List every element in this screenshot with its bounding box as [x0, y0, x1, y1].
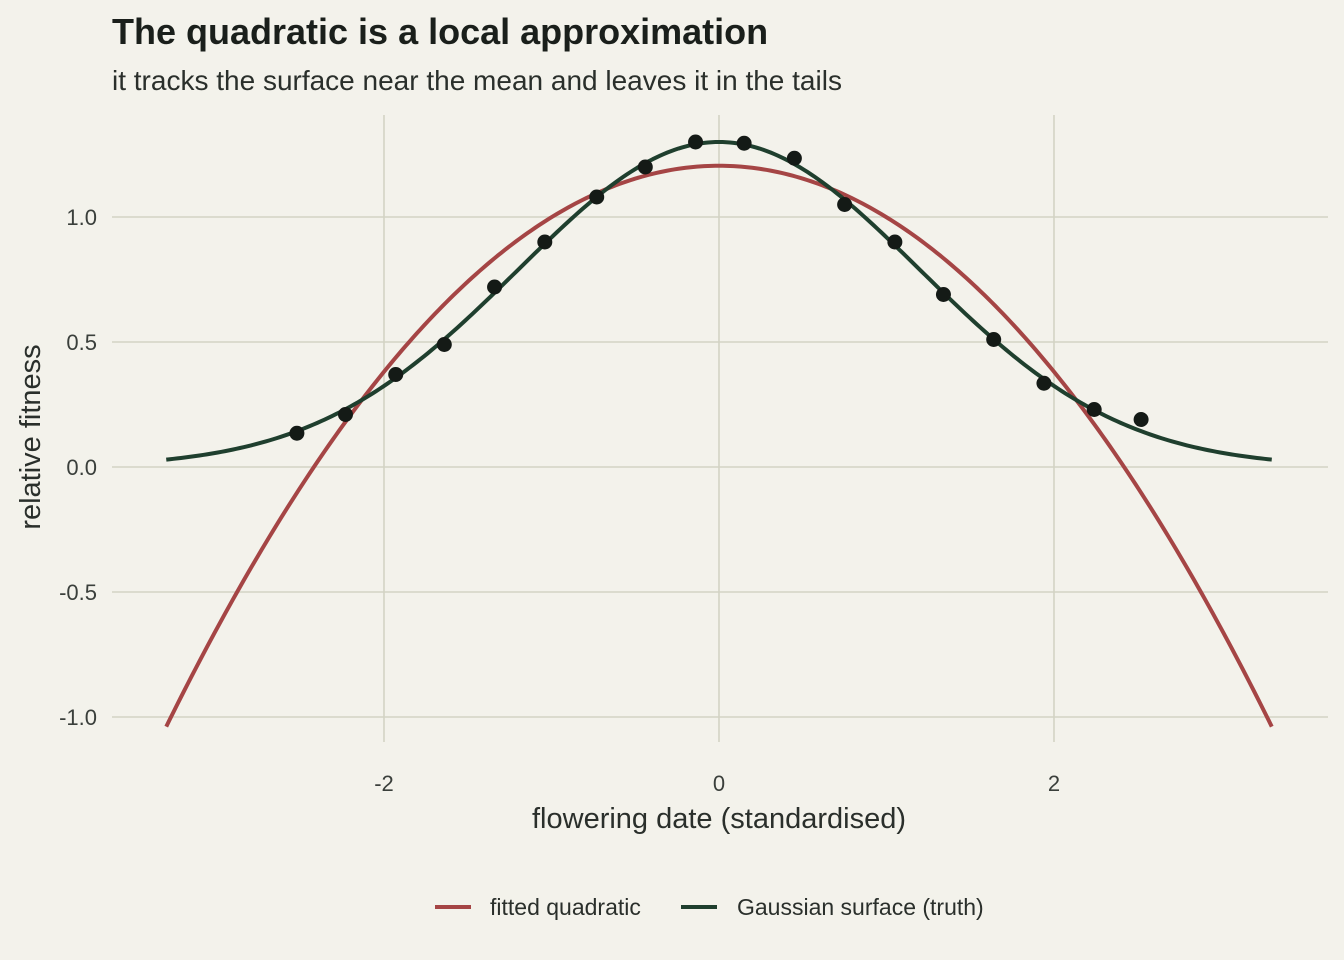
data-point — [637, 159, 653, 175]
data-point — [736, 135, 752, 151]
data-point — [337, 407, 353, 422]
data-point — [887, 234, 903, 250]
tick-labels: -1.0 -0.5 0.0 0.5 1.0 -2 0 2 — [59, 205, 1060, 796]
data-point — [837, 197, 853, 212]
data-point — [1133, 412, 1149, 427]
data-point — [289, 425, 305, 441]
data-point — [487, 279, 503, 295]
chart-subtitle: it tracks the surface near the mean and … — [112, 65, 842, 96]
y-tick-label: 1.0 — [66, 205, 97, 230]
data-points — [289, 134, 1149, 441]
legend: fitted quadratic Gaussian surface (truth… — [435, 894, 984, 920]
x-tick-label: 0 — [713, 771, 725, 796]
data-point — [388, 367, 404, 382]
data-point — [1036, 375, 1052, 391]
legend-label-quadratic: fitted quadratic — [490, 894, 641, 920]
y-tick-label: 0.0 — [66, 455, 97, 480]
data-point — [986, 332, 1002, 347]
data-point — [537, 234, 553, 250]
x-axis-label: flowering date (standardised) — [532, 803, 906, 835]
legend-label-gaussian: Gaussian surface (truth) — [737, 894, 984, 920]
data-point — [935, 287, 951, 302]
data-point — [688, 134, 704, 150]
y-tick-label: -1.0 — [59, 705, 97, 730]
y-axis-label: relative fitness — [15, 344, 47, 529]
y-tick-label: -0.5 — [59, 580, 97, 605]
data-point — [786, 150, 802, 166]
chart-title: The quadratic is a local approximation — [112, 11, 768, 52]
data-point — [589, 189, 605, 205]
data-point — [436, 337, 452, 352]
y-tick-label: 0.5 — [66, 330, 97, 355]
data-point — [1086, 402, 1102, 417]
x-tick-label: 2 — [1048, 771, 1060, 796]
x-tick-label: -2 — [374, 771, 394, 796]
